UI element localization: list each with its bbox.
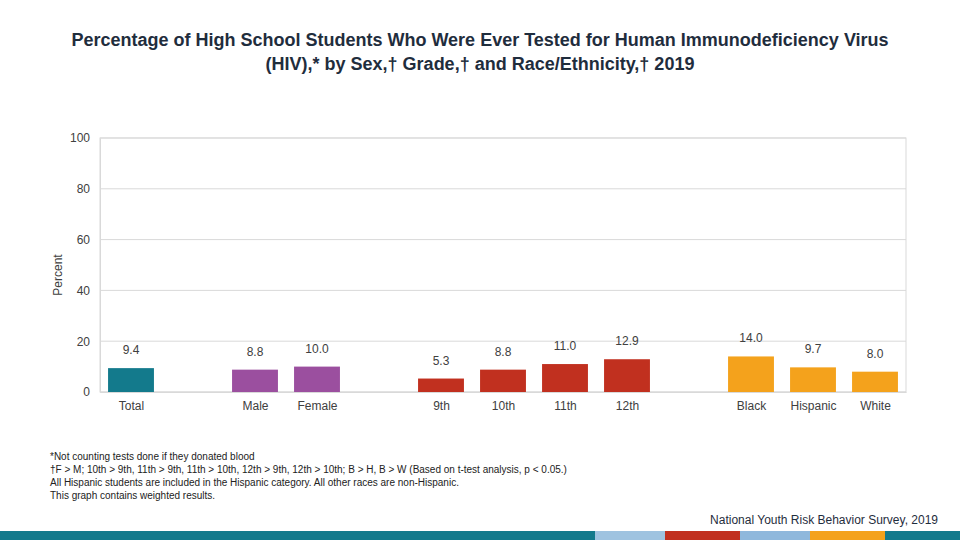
x-tick-label: Total bbox=[119, 399, 144, 413]
stripe-segment bbox=[740, 531, 810, 540]
y-tick: 60 bbox=[77, 233, 100, 247]
data-labels: 9.4 8.8 10.0 5.3 8.8 11.0 12.9 14.0 9.7 8.0 bbox=[123, 331, 884, 367]
x-tick: 11th bbox=[554, 392, 576, 413]
y-tick: 0 bbox=[83, 385, 100, 399]
data-label: 5.3 bbox=[433, 354, 450, 368]
y-tick-label: 20 bbox=[77, 335, 91, 349]
x-tick: Total bbox=[119, 392, 144, 413]
stripe-segment bbox=[810, 531, 885, 540]
x-tick: 9th bbox=[433, 392, 450, 413]
bars bbox=[108, 356, 898, 392]
y-tick: 20 bbox=[77, 335, 100, 349]
y-axis: 0 20 40 60 80 100 bbox=[70, 131, 101, 399]
x-tick-label: 12th bbox=[616, 399, 639, 413]
x-tick-label: 9th bbox=[433, 399, 450, 413]
grid-line bbox=[100, 341, 906, 342]
grid-line bbox=[100, 239, 906, 240]
x-tick: Female bbox=[297, 392, 337, 413]
y-tick-label: 40 bbox=[77, 284, 91, 298]
x-axis-line bbox=[101, 392, 907, 393]
x-tick-label: Hispanic bbox=[790, 399, 836, 413]
grid bbox=[100, 138, 906, 392]
source: National Youth Risk Behavior Survey, 201… bbox=[710, 513, 938, 527]
x-tick-label: 11th bbox=[554, 399, 576, 413]
bar bbox=[108, 368, 154, 392]
chart: Percentage of High School Students Who W… bbox=[0, 0, 960, 540]
data-label: 10.0 bbox=[305, 342, 329, 356]
x-tick: White bbox=[860, 392, 891, 413]
x-tick: Black bbox=[737, 392, 767, 413]
x-tick-label: Black bbox=[737, 399, 767, 413]
grid-line bbox=[100, 138, 906, 139]
bar bbox=[418, 379, 464, 392]
y-tick-label: 0 bbox=[83, 385, 90, 399]
x-tick: Hispanic bbox=[790, 392, 836, 413]
footnote: This graph contains weighted results. bbox=[50, 490, 215, 501]
footnotes: *Not counting tests done if they donated… bbox=[50, 451, 567, 501]
y-tick: 100 bbox=[70, 131, 100, 145]
data-label: 8.0 bbox=[867, 347, 884, 361]
x-tick-label: 10th bbox=[492, 399, 515, 413]
y-tick-label: 60 bbox=[77, 233, 91, 247]
stripe-segment bbox=[595, 531, 665, 540]
data-label: 12.9 bbox=[615, 334, 639, 348]
x-tick-label: Male bbox=[242, 399, 268, 413]
x-tick: 10th bbox=[492, 392, 515, 413]
grid-line bbox=[100, 188, 906, 189]
bar bbox=[728, 356, 774, 392]
y-axis-line bbox=[100, 139, 101, 393]
bar bbox=[232, 370, 278, 392]
bar bbox=[294, 367, 340, 392]
x-tick-label: White bbox=[860, 399, 891, 413]
y-tick-label: 100 bbox=[70, 131, 90, 145]
grid-line bbox=[100, 290, 906, 291]
x-tick: Male bbox=[242, 392, 268, 413]
bar bbox=[852, 372, 898, 392]
y-axis-title: Percent bbox=[51, 254, 65, 296]
data-label: 9.7 bbox=[805, 342, 822, 356]
stripe-segment bbox=[665, 531, 740, 540]
stripe-segment bbox=[885, 531, 960, 540]
footnote: †F > M; 10th > 9th, 11th > 9th, 11th > 1… bbox=[50, 464, 567, 475]
y-tick: 80 bbox=[77, 182, 100, 196]
x-tick-label: Female bbox=[297, 399, 337, 413]
x-tick: 12th bbox=[616, 392, 639, 413]
data-label: 14.0 bbox=[739, 331, 763, 345]
data-label: 8.8 bbox=[495, 345, 512, 359]
x-axis: Total Male Female 9th 10th 11th 12th Black Hispa… bbox=[101, 392, 907, 413]
bar bbox=[542, 364, 588, 392]
footnote: *Not counting tests done if they donated… bbox=[50, 451, 255, 462]
data-label: 8.8 bbox=[247, 345, 264, 359]
data-label: 11.0 bbox=[554, 339, 577, 353]
y-tick-label: 80 bbox=[77, 182, 91, 196]
plot-frame bbox=[100, 138, 906, 392]
data-label: 9.4 bbox=[123, 343, 140, 357]
bar bbox=[604, 359, 650, 392]
title: Percentage of High School Students Who W… bbox=[71, 30, 888, 74]
footnote: All Hispanic students are included in th… bbox=[50, 477, 459, 488]
bottom-stripe bbox=[0, 531, 960, 540]
stripe-segment bbox=[0, 531, 595, 540]
bar bbox=[790, 367, 836, 392]
bar bbox=[480, 370, 526, 392]
y-tick: 40 bbox=[77, 284, 100, 298]
